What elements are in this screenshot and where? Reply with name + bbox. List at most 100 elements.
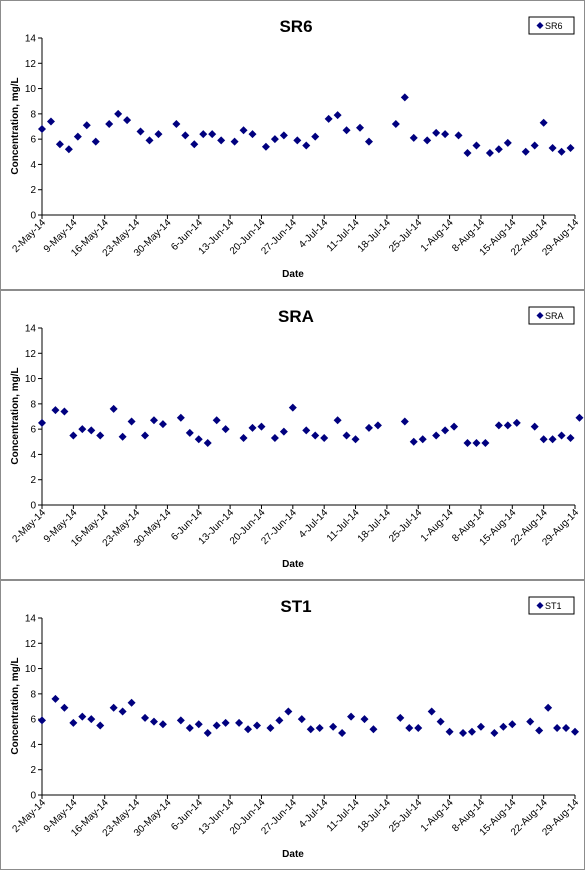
data-point: [476, 722, 485, 731]
chart-title: SRA: [278, 307, 314, 326]
data-point: [391, 119, 400, 128]
y-tick-label: 12: [25, 349, 37, 360]
data-point: [154, 130, 163, 139]
chart-panel-sra: SRA 0 2 4 6 8 10 12 14 2-May-14 9-May-14 16-May-14 2…: [0, 290, 585, 580]
data-point: [60, 703, 69, 712]
x-tick-label: 18-Jul-14: [356, 507, 394, 545]
data-point: [185, 428, 194, 437]
data-point: [91, 137, 100, 146]
y-tick-label: 10: [25, 664, 37, 675]
data-point: [423, 136, 432, 145]
data-point: [123, 116, 132, 125]
y-tick-label: 8: [30, 109, 36, 120]
data-point: [266, 723, 275, 732]
data-point: [329, 722, 338, 731]
y-tick-label: 2: [30, 185, 36, 196]
y-tick-label: 10: [25, 84, 37, 95]
x-tick-label: 18-Jul-14: [356, 217, 394, 255]
data-point: [38, 418, 46, 427]
data-point: [38, 716, 46, 725]
data-point: [338, 729, 347, 738]
data-point: [60, 407, 69, 416]
data-point: [208, 130, 217, 139]
y-tick-label: 0: [30, 211, 36, 222]
y-axis-label: Concentration, mg/L: [10, 657, 21, 754]
legend-box: [528, 16, 575, 35]
data-point: [252, 721, 261, 730]
data-point: [284, 707, 293, 716]
data-point: [149, 717, 158, 726]
data-point: [409, 437, 418, 446]
data-point: [217, 136, 226, 145]
y-tick-label: 6: [30, 715, 36, 726]
y-tick-label: 6: [30, 135, 36, 146]
data-point: [548, 435, 557, 444]
data-point: [257, 422, 266, 431]
data-point: [494, 421, 503, 430]
data-point: [472, 141, 481, 150]
data-point: [118, 432, 127, 441]
y-tick-label: 14: [25, 34, 37, 45]
data-point: [454, 131, 463, 140]
y-tick-label: 12: [25, 59, 37, 70]
data-point: [530, 141, 539, 150]
data-point: [302, 426, 311, 435]
data-point: [194, 720, 203, 729]
data-point: [369, 725, 378, 734]
data-point: [311, 132, 320, 141]
data-point: [145, 136, 154, 145]
data-point: [114, 109, 123, 118]
data-point: [432, 431, 441, 440]
chart-svg: SRA024681012142-May-149-May-1416-May-142…: [10, 306, 584, 570]
data-point: [342, 126, 351, 135]
data-point: [288, 403, 297, 412]
legend-label: SR6: [545, 21, 563, 31]
data-point: [105, 119, 114, 128]
legend-label: ST1: [545, 601, 562, 611]
chart-svg: SR6024681012142-May-149-May-1416-May-142…: [10, 16, 581, 280]
data-point: [400, 417, 409, 426]
data-point: [535, 726, 544, 735]
data-point: [185, 723, 194, 732]
data-point: [427, 707, 436, 716]
data-point: [244, 725, 253, 734]
data-point: [239, 126, 248, 135]
y-tick-label: 8: [30, 399, 36, 410]
data-point: [575, 413, 584, 422]
data-point: [78, 712, 87, 721]
data-point: [118, 707, 127, 716]
y-tick-label: 4: [30, 160, 36, 171]
data-point: [82, 121, 91, 130]
data-point: [356, 123, 365, 132]
data-point: [418, 435, 427, 444]
data-point: [441, 426, 450, 435]
data-point: [373, 421, 382, 430]
data-point: [127, 417, 136, 426]
chart-title: SR6: [279, 17, 312, 36]
data-point: [463, 439, 472, 448]
data-point: [364, 137, 373, 146]
data-point: [212, 721, 221, 730]
x-axis-label: Date: [282, 559, 304, 570]
data-point: [64, 145, 73, 154]
data-point: [503, 421, 512, 430]
data-point: [521, 147, 530, 156]
data-point: [176, 413, 185, 422]
x-axis-label: Date: [282, 269, 304, 280]
data-point: [441, 130, 450, 139]
y-tick-label: 14: [25, 324, 37, 335]
y-tick-label: 4: [30, 740, 36, 751]
data-point: [51, 694, 60, 703]
data-point: [432, 128, 441, 137]
data-point: [463, 149, 472, 158]
data-point: [405, 723, 414, 732]
data-point: [324, 114, 333, 123]
data-point: [239, 433, 248, 442]
data-point: [306, 725, 315, 734]
data-point: [221, 425, 230, 434]
data-point: [548, 143, 557, 152]
legend-marker: [536, 312, 544, 319]
data-point: [566, 143, 575, 152]
data-point: [351, 435, 360, 444]
y-tick-label: 0: [30, 791, 36, 802]
